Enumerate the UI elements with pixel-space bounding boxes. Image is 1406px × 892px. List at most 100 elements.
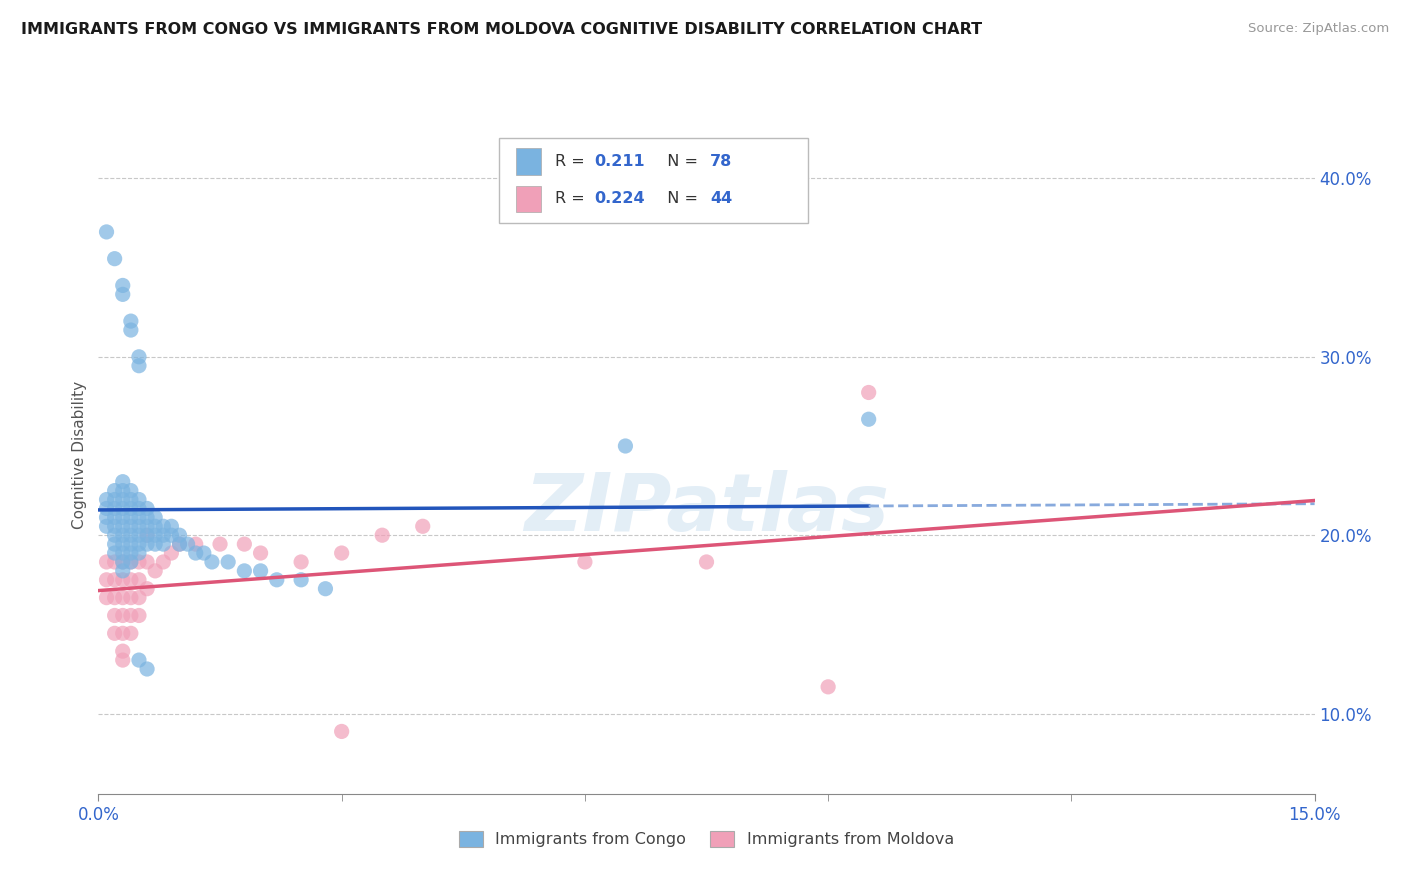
Point <box>412 519 434 533</box>
Point <box>104 591 127 605</box>
Point <box>614 439 637 453</box>
Point <box>111 546 134 560</box>
Point <box>111 483 134 498</box>
Point <box>696 555 718 569</box>
Point <box>111 644 134 658</box>
Point <box>104 537 127 551</box>
Point <box>120 510 142 524</box>
Point <box>120 608 142 623</box>
Point <box>128 492 150 507</box>
Point <box>120 519 142 533</box>
Point <box>184 546 207 560</box>
Point <box>184 537 207 551</box>
Point <box>169 537 191 551</box>
Point <box>136 528 159 542</box>
Point <box>128 608 150 623</box>
Point <box>104 519 127 533</box>
Point <box>314 582 336 596</box>
Point <box>136 510 159 524</box>
Point <box>817 680 839 694</box>
Point <box>249 564 271 578</box>
Point <box>111 591 134 605</box>
Point <box>111 492 134 507</box>
Point <box>169 537 191 551</box>
Point <box>143 519 166 533</box>
Y-axis label: Cognitive Disability: Cognitive Disability <box>72 381 87 529</box>
Point <box>111 653 134 667</box>
Point <box>111 564 134 578</box>
Point <box>104 501 127 516</box>
Point <box>152 537 174 551</box>
Point <box>290 555 312 569</box>
Point <box>111 626 134 640</box>
Point <box>111 537 134 551</box>
Point <box>152 528 174 542</box>
Point <box>201 555 224 569</box>
Point <box>111 528 134 542</box>
Text: 0.211: 0.211 <box>595 154 645 169</box>
Point <box>128 653 150 667</box>
Text: IMMIGRANTS FROM CONGO VS IMMIGRANTS FROM MOLDOVA COGNITIVE DISABILITY CORRELATIO: IMMIGRANTS FROM CONGO VS IMMIGRANTS FROM… <box>21 22 983 37</box>
Point <box>169 528 191 542</box>
Point <box>111 573 134 587</box>
Point <box>104 510 127 524</box>
Point <box>111 510 134 524</box>
Point <box>266 573 288 587</box>
Point <box>160 519 183 533</box>
Text: N =: N = <box>657 154 703 169</box>
Point <box>858 385 880 400</box>
Point <box>128 591 150 605</box>
Point <box>217 555 239 569</box>
Point <box>233 537 256 551</box>
Point <box>104 483 127 498</box>
Point <box>160 546 183 560</box>
Point <box>104 608 127 623</box>
Point <box>120 555 142 569</box>
Point <box>120 626 142 640</box>
Point <box>104 626 127 640</box>
Point <box>96 501 118 516</box>
Point <box>330 724 353 739</box>
Point <box>136 537 159 551</box>
Point <box>136 662 159 676</box>
Point <box>143 528 166 542</box>
Point <box>128 501 150 516</box>
Point <box>152 555 174 569</box>
Point <box>290 573 312 587</box>
Point <box>136 519 159 533</box>
Point <box>330 546 353 560</box>
Point <box>111 519 134 533</box>
Point <box>249 546 271 560</box>
Point <box>120 501 142 516</box>
Text: N =: N = <box>657 192 703 206</box>
Point <box>160 528 183 542</box>
Text: 44: 44 <box>710 192 733 206</box>
Point <box>371 528 394 542</box>
Text: Source: ZipAtlas.com: Source: ZipAtlas.com <box>1249 22 1389 36</box>
Point <box>574 555 596 569</box>
Point <box>111 278 134 293</box>
Point <box>120 492 142 507</box>
Point <box>96 492 118 507</box>
Point <box>120 555 142 569</box>
Text: 78: 78 <box>710 154 733 169</box>
Point <box>128 510 150 524</box>
Point <box>128 350 150 364</box>
Point <box>111 555 134 569</box>
Point <box>104 555 127 569</box>
Text: ZIPatlas: ZIPatlas <box>524 470 889 549</box>
Point <box>120 537 142 551</box>
Point <box>104 546 127 560</box>
Point <box>136 555 159 569</box>
Point <box>96 573 118 587</box>
Text: 0.224: 0.224 <box>595 192 645 206</box>
Text: R =: R = <box>555 192 591 206</box>
Point <box>858 412 880 426</box>
Point <box>152 519 174 533</box>
Point <box>128 546 150 560</box>
Point <box>209 537 232 551</box>
Legend: Immigrants from Congo, Immigrants from Moldova: Immigrants from Congo, Immigrants from M… <box>453 824 960 854</box>
Text: R =: R = <box>555 154 591 169</box>
Point <box>120 573 142 587</box>
Point <box>120 528 142 542</box>
